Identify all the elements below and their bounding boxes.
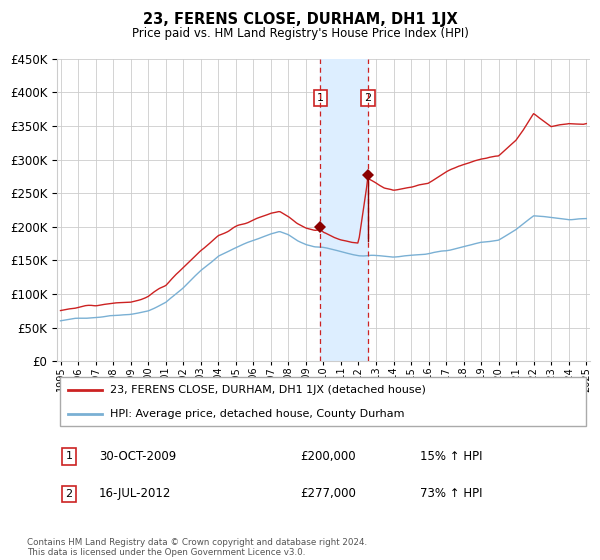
Text: 73% ↑ HPI: 73% ↑ HPI [420, 487, 482, 501]
Bar [320, 59, 368, 361]
Text: HPI: Average price, detached house, County Durham: HPI: Average price, detached house, Coun… [110, 409, 405, 419]
Text: 2: 2 [65, 489, 73, 499]
Text: 1: 1 [317, 93, 324, 103]
Text: 2: 2 [364, 93, 371, 103]
Text: 23, FERENS CLOSE, DURHAM, DH1 1JX (detached house): 23, FERENS CLOSE, DURHAM, DH1 1JX (detac… [110, 385, 426, 395]
Text: 30-OCT-2009: 30-OCT-2009 [99, 450, 176, 463]
FancyBboxPatch shape [59, 377, 586, 426]
Text: 23, FERENS CLOSE, DURHAM, DH1 1JX: 23, FERENS CLOSE, DURHAM, DH1 1JX [143, 12, 457, 27]
Text: 1: 1 [65, 451, 73, 461]
Text: Price paid vs. HM Land Registry's House Price Index (HPI): Price paid vs. HM Land Registry's House … [131, 27, 469, 40]
Text: 15% ↑ HPI: 15% ↑ HPI [420, 450, 482, 463]
Text: £277,000: £277,000 [300, 487, 356, 501]
Text: £200,000: £200,000 [300, 450, 356, 463]
Text: 16-JUL-2012: 16-JUL-2012 [99, 487, 172, 501]
Text: Contains HM Land Registry data © Crown copyright and database right 2024.
This d: Contains HM Land Registry data © Crown c… [27, 538, 367, 557]
